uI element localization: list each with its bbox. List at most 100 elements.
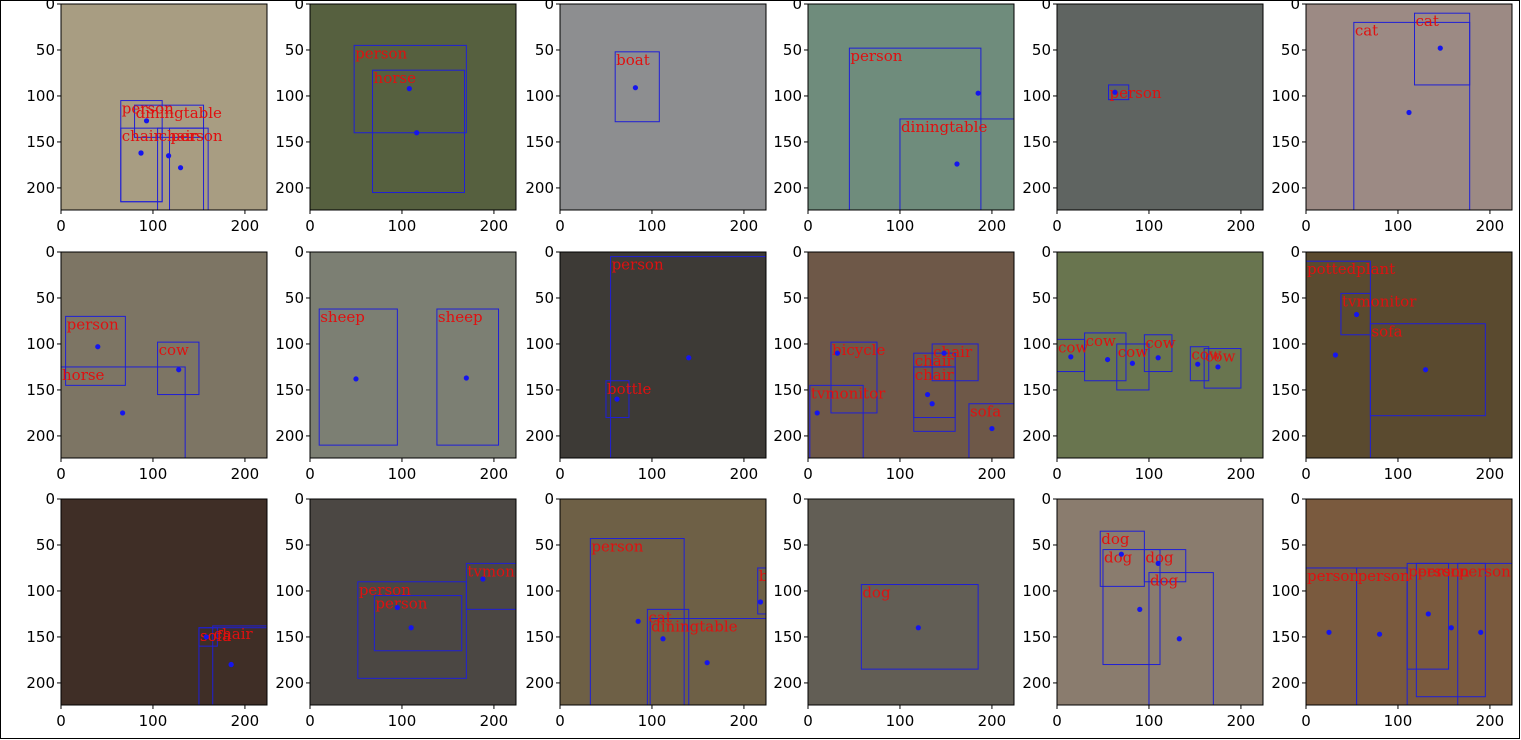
axes-frame [807,3,1015,211]
bbox [1340,292,1371,336]
bbox [809,384,864,458]
panel-image [808,499,1014,705]
detection-label: bicycle [832,341,885,359]
bbox [157,341,200,396]
panel-4: person diningtable 0 100 200 0 50 100 150 200 [773,0,1015,235]
detection-center [704,660,710,666]
y-tick-label: 0 [1290,490,1300,508]
y-tick-label: 0 [45,0,55,13]
y-tick-label: 0 [294,490,304,508]
y-tick-label: 0 [294,243,304,261]
detection-label: chair [159,127,199,145]
detection-label: person [355,44,407,62]
detection-center [408,625,414,631]
y-tick-label: 100 [275,582,304,600]
detection-center [614,396,620,402]
x-tick-label: 100 [638,465,667,483]
bbox [610,256,766,458]
x-tick-label: 0 [1301,712,1311,730]
y-tick-label: 0 [1290,0,1300,13]
detection-center [1155,560,1161,566]
y-tick-label: 50 [36,41,55,59]
bbox [212,625,267,705]
detection-center [1448,625,1454,631]
y-tick-label: 200 [1271,427,1300,445]
panel-8: sheep sheep 0 100 200 0 50 100 150 200 [275,243,517,483]
x-tick-label: 200 [978,712,1007,730]
detection-label: sofa [200,627,231,645]
detection-label: dog [1104,549,1133,567]
y-tick-label: 0 [792,490,802,508]
y-tick-label: 200 [525,427,554,445]
bbox [1457,562,1512,705]
y-tick-label: 50 [285,41,304,59]
bbox [899,118,1014,210]
detection-center [1104,356,1111,363]
detection-center [1376,631,1383,637]
y-tick-label: 50 [1281,41,1300,59]
x-tick-label: 0 [555,217,565,235]
y-tick-label: 50 [1032,41,1051,59]
panel-image [1306,499,1512,705]
detection-center [1118,551,1124,557]
detection-label: person [850,47,902,65]
detection-center [1137,606,1143,612]
axes-frame [60,498,268,706]
detection-label: cat [1355,21,1378,39]
detection-label: diningtable [651,618,737,636]
detection-center [915,625,921,631]
panel-12: pottedplant tvmonitor sofa 0 100 200 0 50 100 150… [1271,243,1513,483]
y-tick-label: 50 [36,289,55,307]
bbox [614,51,660,123]
detection-label: sheep [438,308,483,326]
y-tick-label: 100 [1271,582,1300,600]
x-tick-label: 200 [730,217,759,235]
y-tick-label: 0 [544,0,554,13]
y-tick-label: 0 [1041,490,1051,508]
y-tick-label: 50 [285,536,304,554]
y-tick-label: 50 [285,289,304,307]
detection-center [480,576,486,582]
x-tick-label: 100 [638,217,667,235]
x-tick-label: 100 [886,465,915,483]
bbox [372,69,465,194]
x-tick-label: 100 [1135,712,1164,730]
axes-frame [309,251,517,459]
detection-label: sofa [1371,323,1402,341]
detection-label: person [1459,562,1511,580]
y-tick-label: 100 [1271,87,1300,105]
x-tick-label: 100 [139,217,168,235]
y-tick-label: 150 [275,133,304,151]
axes-frame [807,498,1015,706]
panel-image [560,252,766,458]
detection-label: person [1307,567,1359,585]
detection-label: chair [214,625,254,643]
y-tick-label: 200 [773,427,802,445]
axes-frame [1305,3,1513,211]
x-tick-label: 200 [1227,217,1256,235]
detection-label: cow [1145,334,1175,352]
detection-label: person [375,595,427,613]
detection-label: bottle [607,380,651,398]
y-tick-label: 200 [1022,674,1051,692]
y-tick-label: 100 [525,87,554,105]
x-tick-label: 200 [1476,465,1505,483]
panel-2: person horse 0 100 200 0 50 100 150 200 [275,0,517,235]
detection-label: tvmonitor [811,384,886,402]
detection-label: cat [648,608,671,626]
y-tick-label: 50 [1281,289,1300,307]
panel-image [1057,252,1263,458]
bbox [860,584,979,670]
y-tick-label: 0 [45,490,55,508]
panel-image [310,499,516,705]
x-tick-label: 200 [978,465,1007,483]
y-tick-label: 150 [773,133,802,151]
detection-center [632,85,639,91]
y-tick-label: 0 [1290,243,1300,261]
y-tick-label: 150 [773,628,802,646]
detection-label: bottle [759,567,803,585]
detection-center [143,118,150,124]
x-tick-label: 100 [1135,465,1164,483]
